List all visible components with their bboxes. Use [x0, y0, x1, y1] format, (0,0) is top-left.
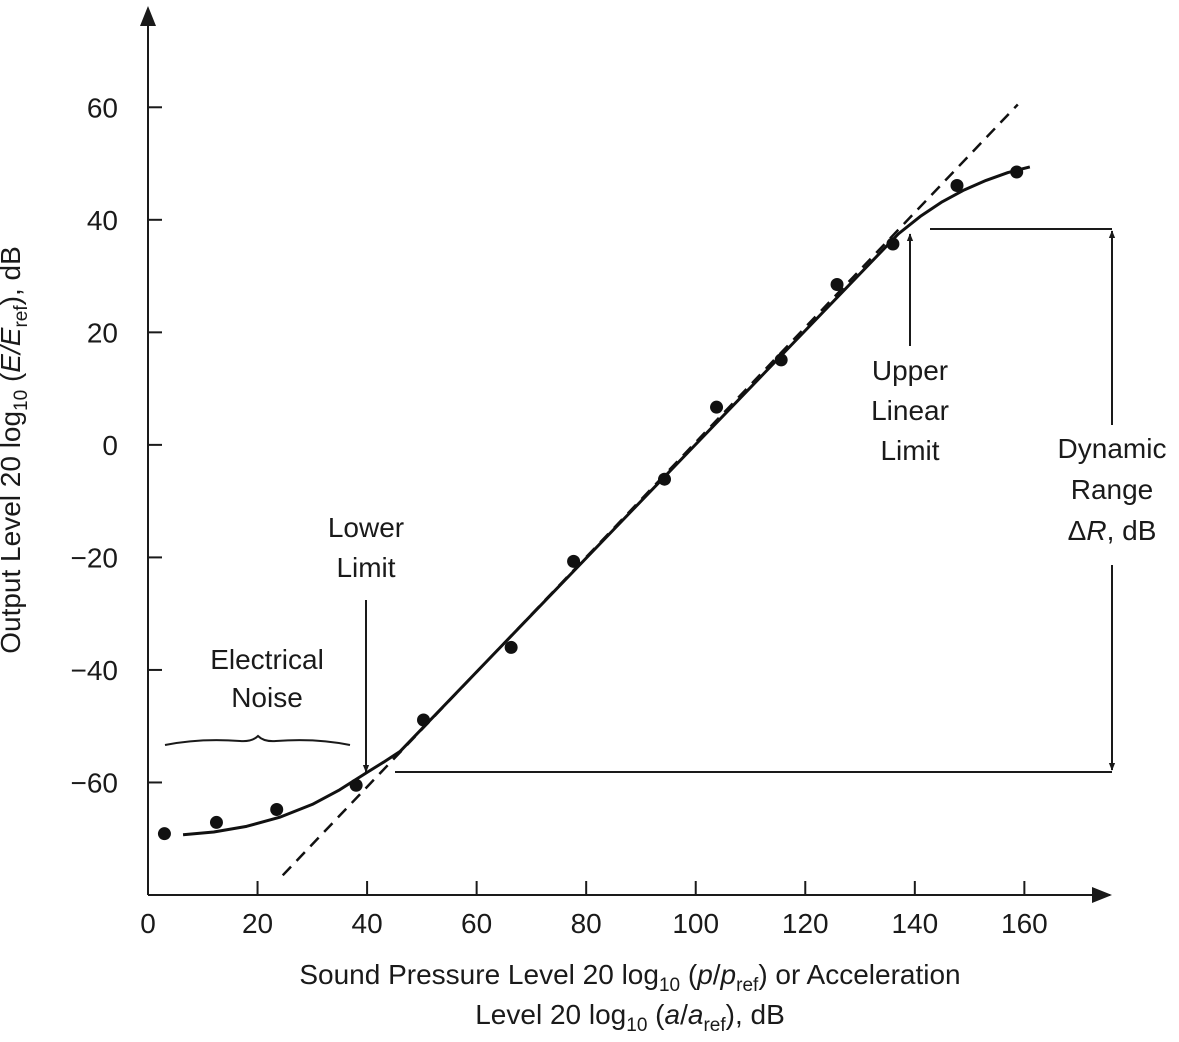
label-part: ref: [11, 305, 32, 328]
label-part: R: [1086, 515, 1106, 546]
fit-curve: [182, 165, 1031, 837]
label-part: ), dB: [726, 999, 785, 1030]
annotation: ΔR, dB: [1068, 515, 1157, 546]
label-part: Δ: [1068, 515, 1087, 546]
label-part: a: [688, 999, 704, 1030]
y-tick-label: 60: [87, 92, 118, 123]
x-axis-label: Level 20 log10 (a/aref), dB: [475, 999, 785, 1036]
label-part: (: [0, 372, 26, 390]
x-axis-label: Sound Pressure Level 20 log10 (p/pref) o…: [299, 959, 960, 996]
x-tick-label: 160: [1001, 908, 1048, 939]
y-tick-label: 0: [102, 430, 118, 461]
x-tick-label: 140: [891, 908, 938, 939]
y-axis-arrow: [140, 6, 156, 26]
y-tick-label: −20: [71, 542, 119, 573]
x-tick-label: 20: [242, 908, 273, 939]
label-part: ), dB: [0, 246, 26, 305]
annotation: Electrical: [210, 644, 324, 675]
label-part: /: [713, 959, 721, 990]
noise-mark: [164, 734, 351, 746]
data-point: [774, 353, 788, 367]
data-point: [157, 827, 171, 841]
annotation: Upper: [872, 355, 948, 386]
label-part: Output Level 20 log: [0, 411, 26, 654]
x-tick-label: 120: [782, 908, 829, 939]
x-tick-label: 40: [352, 908, 383, 939]
label-part: /: [680, 999, 688, 1030]
label-part: ref: [736, 975, 759, 996]
label-part: E: [0, 354, 26, 373]
annotation: Dynamic: [1058, 433, 1167, 464]
label-part: 10: [626, 1015, 647, 1036]
data-point: [270, 802, 284, 816]
annotations: Electrical Noise Lower Limit Upper Linea…: [164, 228, 1167, 773]
x-tick-label: 0: [140, 908, 156, 939]
label-part: 10: [11, 390, 32, 411]
y-tick-label: 40: [87, 205, 118, 236]
x-tick-label: 100: [672, 908, 719, 939]
label-part: a: [665, 999, 681, 1030]
label-part: (: [647, 999, 665, 1030]
label-part: ) or Acceleration: [758, 959, 960, 990]
axes: [140, 6, 1112, 903]
reference-line: [281, 103, 1019, 877]
annotation: Range: [1071, 474, 1154, 505]
annotation: Limit: [880, 435, 939, 466]
x-tick-label: 80: [571, 908, 602, 939]
x-tick-label: 60: [461, 908, 492, 939]
label-part: (: [680, 959, 698, 990]
data-point: [886, 237, 900, 251]
data-point: [830, 278, 844, 292]
label-part: p: [720, 959, 737, 990]
label-part: Sound Pressure Level 20 log: [299, 959, 659, 990]
y-tick-label: −40: [71, 655, 119, 686]
data-point: [950, 178, 964, 192]
label-part: E: [0, 327, 26, 346]
annotation: Linear: [871, 395, 949, 426]
data-point: [504, 640, 518, 654]
label-part: /: [0, 343, 26, 356]
data-point: [209, 815, 223, 829]
label-part: ref: [703, 1015, 726, 1036]
y-tick-label: −60: [71, 767, 119, 798]
data-point: [658, 472, 672, 486]
annotation: Limit: [336, 552, 395, 583]
label-part: 10: [659, 975, 680, 996]
x-axis-arrow: [1092, 887, 1112, 903]
data-point: [567, 554, 581, 568]
label-part: , dB: [1107, 515, 1157, 546]
y-axis-label: Output Level 20 log10 (E/Eref), dB: [0, 246, 32, 654]
label-part: Level 20 log: [475, 999, 626, 1030]
annotation: Noise: [231, 682, 303, 713]
annotation: Lower: [328, 512, 404, 543]
y-tick-label: 20: [87, 317, 118, 348]
label-part: p: [696, 959, 713, 990]
data-point: [710, 400, 724, 414]
